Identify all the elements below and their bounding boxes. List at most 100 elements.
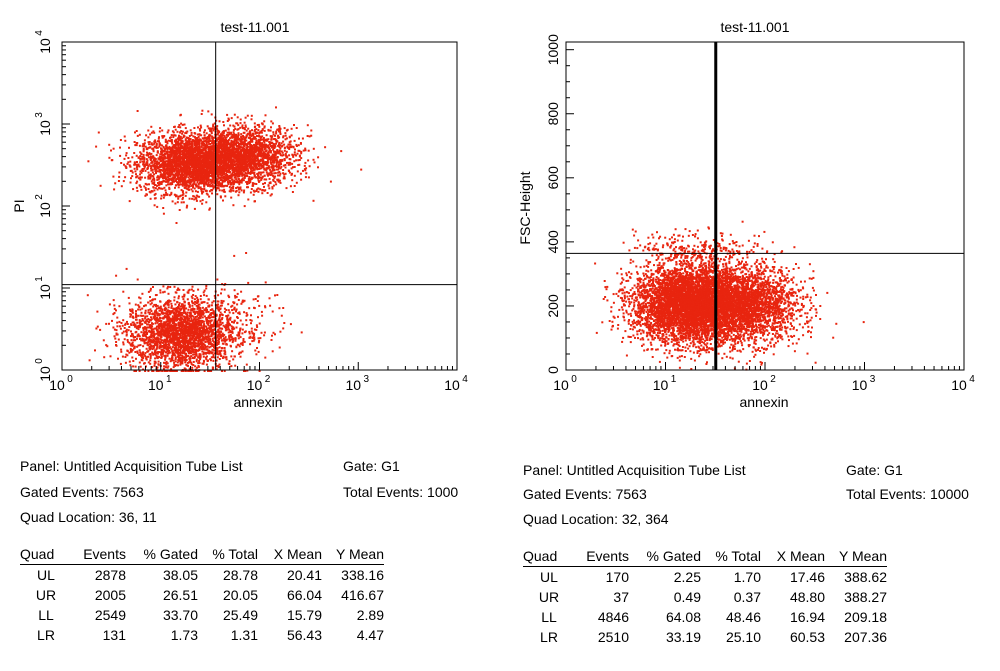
scatter-point xyxy=(179,177,181,180)
scatter-point xyxy=(291,191,294,193)
scatter-point xyxy=(206,151,209,154)
scatter-point xyxy=(226,175,229,178)
scatter-point xyxy=(153,178,156,181)
scatter-point xyxy=(300,152,303,155)
scatter-point xyxy=(162,166,165,168)
scatter-point xyxy=(209,143,212,145)
scatter-point xyxy=(271,153,274,156)
scatter-point xyxy=(231,159,234,162)
scatter-point xyxy=(251,162,254,165)
scatter-point xyxy=(147,136,150,139)
scatter-point xyxy=(151,155,154,158)
scatter-point xyxy=(152,150,155,153)
scatter-point xyxy=(167,162,170,165)
scatter-point xyxy=(253,168,256,171)
scatter-point xyxy=(137,177,140,180)
scatter-point xyxy=(207,153,209,156)
scatter-point xyxy=(237,134,240,136)
scatter-point xyxy=(283,175,286,178)
scatter-point xyxy=(199,129,202,132)
scatter-point xyxy=(128,164,131,167)
scatter-point xyxy=(164,345,167,348)
scatter-point xyxy=(317,156,320,159)
scatter-point xyxy=(239,181,242,184)
scatter-point xyxy=(259,160,262,163)
scatter-point xyxy=(145,161,148,164)
scatter-point xyxy=(284,146,286,149)
scatter-point xyxy=(194,319,197,322)
scatter-point xyxy=(282,140,285,143)
scatter-point xyxy=(210,130,213,133)
scatter-point xyxy=(136,168,139,171)
scatter-point xyxy=(151,143,154,146)
scatter-point xyxy=(211,173,214,175)
scatter-point xyxy=(194,149,197,152)
scatter-point xyxy=(250,151,253,154)
scatter-point xyxy=(259,163,262,166)
scatter-point xyxy=(266,161,269,164)
scatter-point xyxy=(235,160,238,163)
scatter-point xyxy=(181,151,184,154)
scatter-point xyxy=(179,135,182,138)
scatter-point xyxy=(264,153,267,156)
scatter-point xyxy=(217,136,220,139)
scatter-point xyxy=(197,175,200,178)
scatter-point xyxy=(215,166,218,169)
scatter-point xyxy=(224,155,226,158)
scatter-point xyxy=(281,144,284,147)
scatter-point xyxy=(190,188,193,191)
scatter-point xyxy=(257,163,259,166)
scatter-point xyxy=(131,175,134,178)
scatter-point xyxy=(139,173,141,176)
scatter-point xyxy=(148,141,151,143)
scatter-point xyxy=(194,136,196,139)
scatter-point xyxy=(198,167,201,170)
scatter-point xyxy=(158,176,161,179)
scatter-point xyxy=(218,139,221,142)
scatter-point xyxy=(167,313,170,316)
scatter-point xyxy=(202,163,205,166)
scatter-point xyxy=(153,197,156,200)
scatter-point xyxy=(160,169,162,171)
scatter-point xyxy=(155,168,158,171)
scatter-point xyxy=(245,181,248,184)
scatter-point xyxy=(223,188,226,191)
scatter-point xyxy=(230,182,233,185)
scatter-point xyxy=(173,165,176,168)
scatter-point xyxy=(175,170,178,172)
scatter-point xyxy=(289,161,292,164)
scatter-point xyxy=(207,173,210,176)
scatter-point xyxy=(244,125,247,128)
scatter-point xyxy=(143,158,146,161)
scatter-point xyxy=(219,153,222,155)
scatter-point xyxy=(181,132,184,135)
scatter-point xyxy=(273,155,276,158)
scatter-point xyxy=(172,155,175,158)
scatter-point xyxy=(269,194,272,197)
scatter-point xyxy=(151,164,154,167)
scatter-point xyxy=(181,137,184,140)
scatter-point xyxy=(243,169,246,172)
scatter-point xyxy=(202,166,205,169)
scatter-point xyxy=(240,153,243,156)
scatter-point xyxy=(192,167,195,169)
scatter-point xyxy=(230,163,233,166)
scatter-point xyxy=(265,171,268,174)
scatter-point xyxy=(207,175,210,178)
scatter-point xyxy=(243,144,246,147)
scatter-point xyxy=(158,155,161,158)
scatter-point xyxy=(225,136,228,139)
scatter-point xyxy=(167,172,170,175)
scatter-point xyxy=(284,132,287,135)
scatter-point xyxy=(164,152,167,155)
scatter-point xyxy=(162,169,165,172)
scatter-point xyxy=(225,155,228,158)
scatter-point xyxy=(304,147,307,150)
scatter-point xyxy=(260,171,263,174)
scatter-point xyxy=(207,158,210,161)
scatter-point xyxy=(229,146,232,149)
scatter-point xyxy=(211,185,213,187)
scatter-point xyxy=(153,179,156,182)
scatter-point xyxy=(181,198,184,201)
scatter-point xyxy=(154,317,157,320)
